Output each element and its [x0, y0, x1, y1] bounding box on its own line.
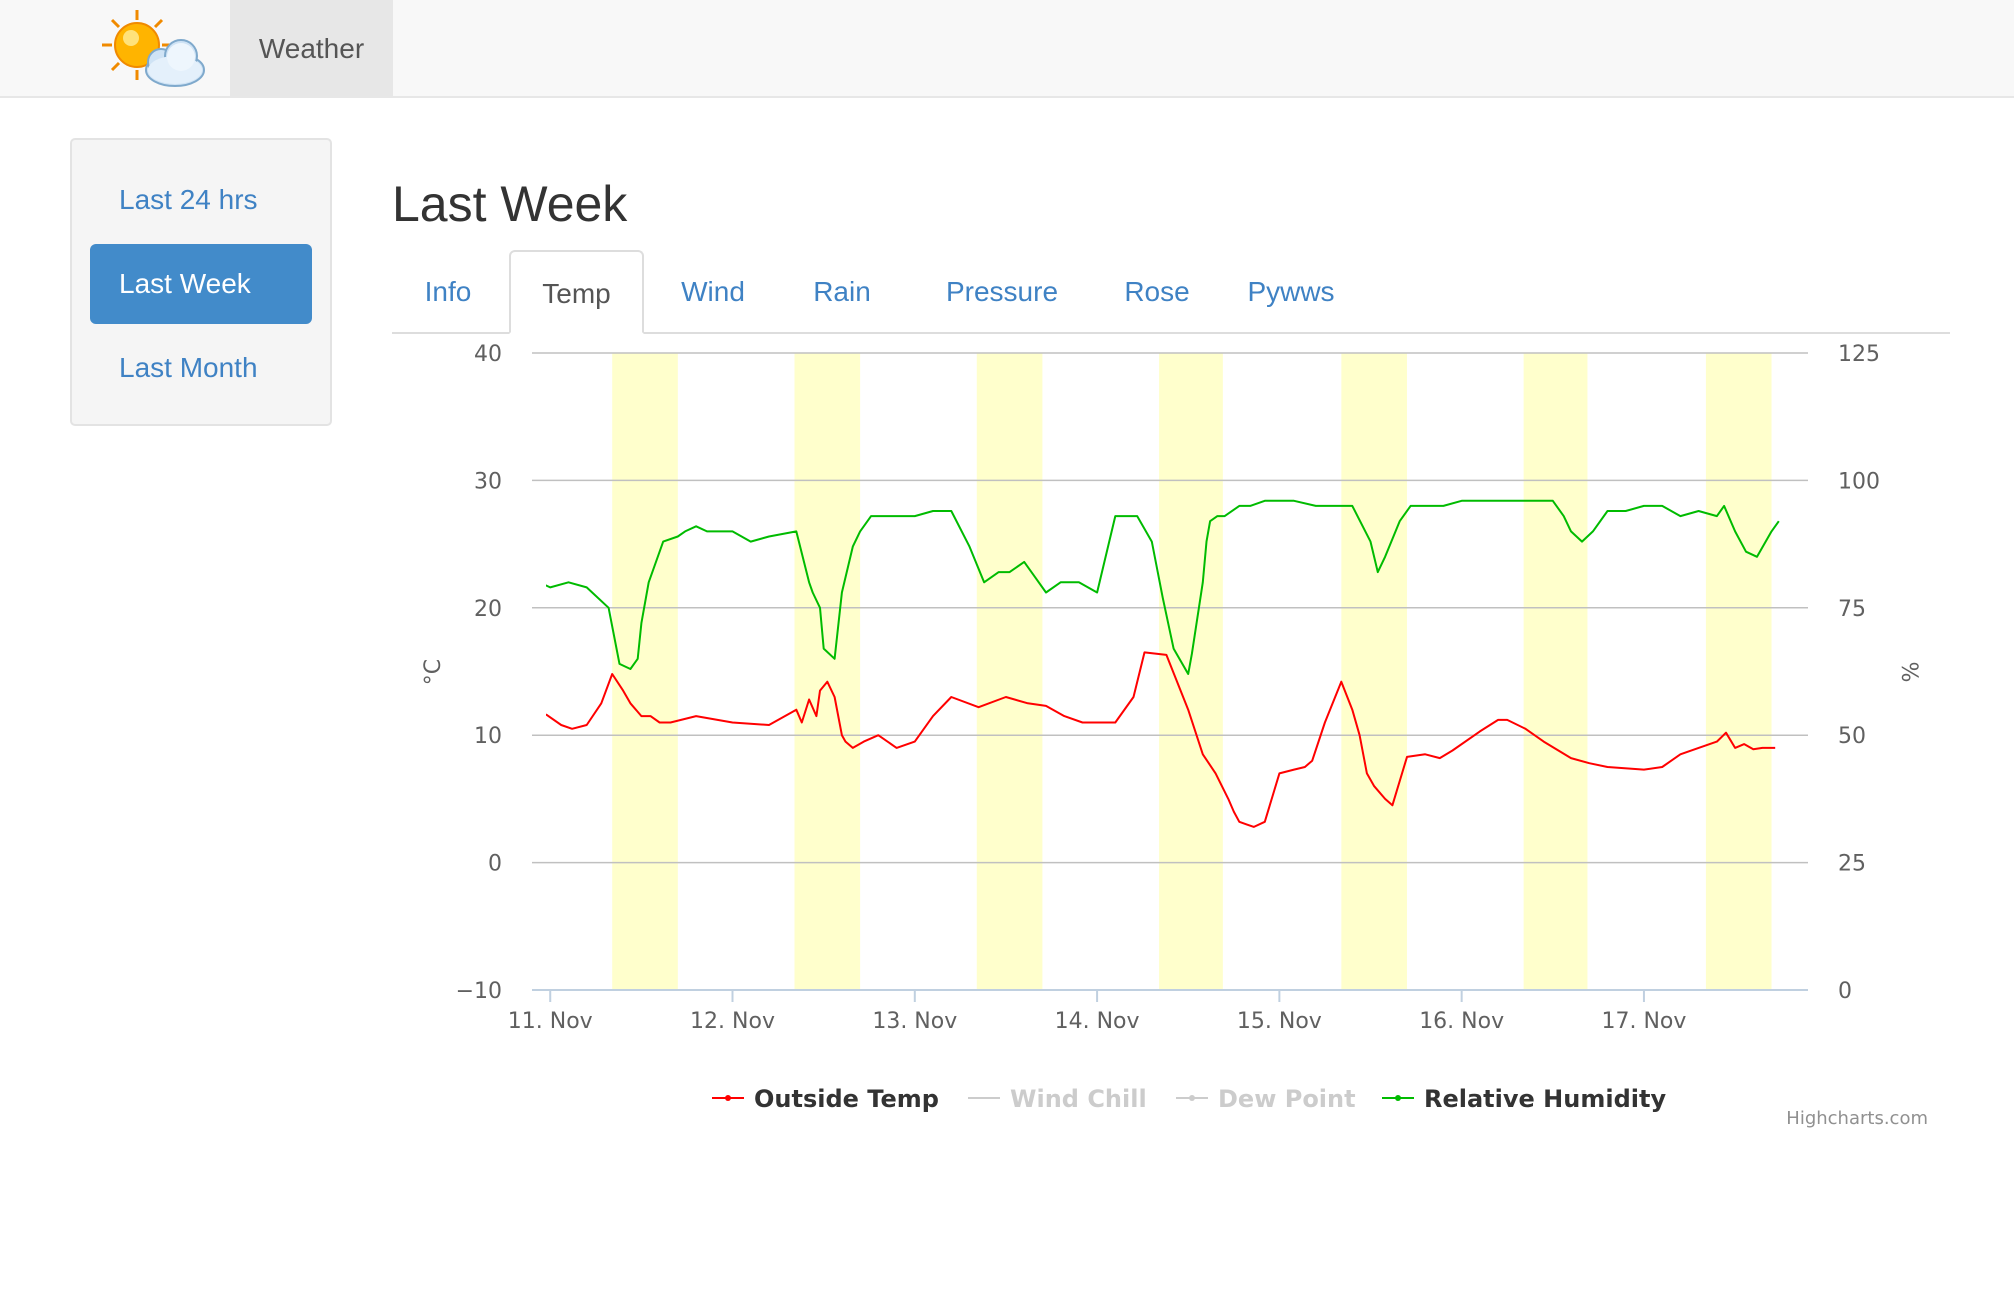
- sidebar-item-last-24-hrs[interactable]: Last 24 hrs: [119, 184, 258, 215]
- x-tick-label: 14. Nov: [1055, 1009, 1140, 1034]
- y-left-tick-label: −10: [456, 979, 502, 1004]
- daylight-band-5: [1523, 353, 1588, 990]
- y-right-tick-label: 25: [1838, 852, 1866, 877]
- daylight-band-2: [976, 353, 1043, 990]
- sun-cloud-icon[interactable]: [95, 8, 207, 90]
- highcharts-credit[interactable]: Highcharts.com: [1786, 1108, 1928, 1129]
- y-left-tick-label: 0: [488, 852, 502, 877]
- series-line-relative-humidity: [546, 499, 1780, 675]
- x-tick-label: 17. Nov: [1601, 1009, 1686, 1034]
- legend-marker: [1189, 1095, 1195, 1101]
- legend-item-wind-chill[interactable]: Wind Chill: [968, 1085, 1147, 1113]
- y-left-tick-label: 10: [474, 724, 502, 749]
- y-right-tick-label: 50: [1838, 724, 1866, 749]
- series-line-outside-temp: [546, 651, 1776, 828]
- sidebar-item-last-week[interactable]: Last Week: [90, 244, 312, 324]
- y-axis-right-label: %: [1896, 662, 1921, 683]
- y-right-tick-label: 75: [1838, 597, 1866, 622]
- x-tick-label: 15. Nov: [1237, 1009, 1322, 1034]
- legend-marker: [725, 1095, 731, 1101]
- legend-marker: [1395, 1095, 1401, 1101]
- legend-item-dew-point[interactable]: Dew Point: [1176, 1085, 1356, 1113]
- x-tick-label: 16. Nov: [1419, 1009, 1504, 1034]
- tab-rose[interactable]: Rose: [1124, 276, 1190, 307]
- y-left-tick-label: 40: [474, 342, 502, 367]
- tab-wind[interactable]: Wind: [681, 276, 745, 307]
- daylight-band-3: [1159, 353, 1223, 990]
- x-tick-label: 12. Nov: [690, 1009, 775, 1034]
- y-left-tick-label: 30: [474, 469, 502, 494]
- y-right-tick-label: 125: [1838, 342, 1880, 367]
- x-tick-label: 13. Nov: [872, 1009, 957, 1034]
- legend-label: Wind Chill: [1010, 1085, 1147, 1113]
- page-title: Last Week: [392, 176, 628, 232]
- tab-pressure[interactable]: Pressure: [945, 276, 1059, 307]
- tab-pywws[interactable]: Pywws: [1247, 276, 1335, 307]
- navbar: Weather: [0, 0, 2014, 98]
- legend-label: Relative Humidity: [1424, 1085, 1666, 1113]
- sidebar: Last 24 hrs Last Week Last Month: [70, 138, 332, 426]
- nav-weather-link[interactable]: Weather: [230, 0, 393, 97]
- tab-rain[interactable]: Rain: [813, 276, 871, 307]
- daylight-band-0: [612, 353, 678, 990]
- y-left-tick-label: 20: [474, 597, 502, 622]
- tab-bar: Info Temp Wind Rain Pressure Rose Pywws: [392, 250, 1950, 334]
- daylight-band-6: [1705, 353, 1772, 990]
- daylight-band-4: [1341, 353, 1407, 990]
- legend-item-relative-humidity[interactable]: Relative Humidity: [1382, 1085, 1666, 1113]
- x-tick-label: 11. Nov: [508, 1009, 593, 1034]
- y-right-tick-label: 0: [1838, 979, 1852, 1004]
- tab-info[interactable]: Info: [424, 276, 472, 307]
- sidebar-item-last-month[interactable]: Last Month: [119, 352, 258, 383]
- legend-label: Outside Temp: [754, 1085, 939, 1113]
- legend-item-outside-temp[interactable]: Outside Temp: [712, 1085, 939, 1113]
- tab-temp[interactable]: Temp: [509, 250, 644, 334]
- legend-label: Dew Point: [1218, 1085, 1356, 1113]
- daylight-band-1: [794, 353, 861, 990]
- y-axis-left-label: °C: [421, 659, 446, 685]
- y-right-tick-label: 100: [1838, 469, 1880, 494]
